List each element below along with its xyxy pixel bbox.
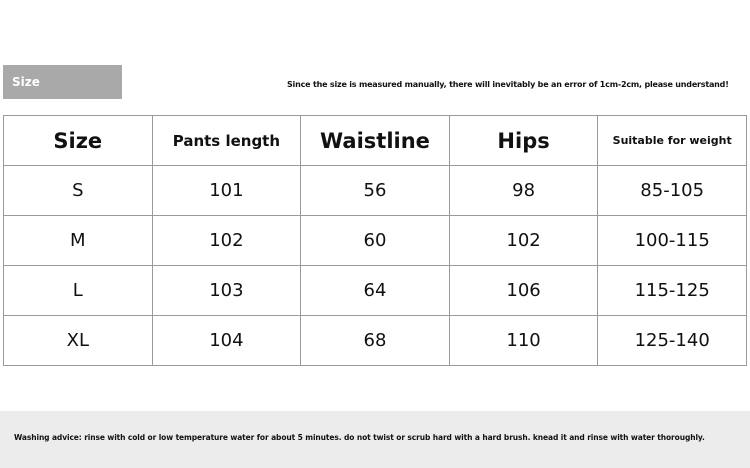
cell-weight: 115-125 [597, 265, 747, 316]
cell-hips: 110 [448, 315, 599, 366]
table-row: M 102 60 102 100-115 [3, 215, 747, 266]
header-waistline: Waistline [300, 115, 450, 166]
cell-size: S [3, 165, 153, 216]
cell-size: L [3, 265, 153, 316]
cell-pants-length: 102 [151, 215, 302, 266]
measurement-note: Since the size is measured manually, the… [287, 80, 729, 89]
table-header-row: Size Pants length Waistline Hips Suitabl… [3, 115, 747, 166]
header-hips: Hips [448, 115, 599, 166]
cell-waistline: 68 [300, 315, 450, 366]
cell-weight: 85-105 [597, 165, 747, 216]
cell-waistline: 60 [300, 215, 450, 266]
cell-size: XL [3, 315, 153, 366]
cell-hips: 106 [448, 265, 599, 316]
cell-pants-length: 101 [151, 165, 302, 216]
cell-hips: 102 [448, 215, 599, 266]
cell-pants-length: 104 [151, 315, 302, 366]
header-size: Size [3, 115, 153, 166]
cell-hips: 98 [448, 165, 599, 216]
cell-weight: 100-115 [597, 215, 747, 266]
cell-size: M [3, 215, 153, 266]
table-row: S 101 56 98 85-105 [3, 165, 747, 216]
table-row: XL 104 68 110 125-140 [3, 315, 747, 366]
washing-advice-text: Washing advice: rinse with cold or low t… [14, 433, 705, 442]
cell-waistline: 64 [300, 265, 450, 316]
header-suitable-weight: Suitable for weight [597, 115, 747, 166]
header-pants-length: Pants length [151, 115, 302, 166]
washing-advice-band: Washing advice: rinse with cold or low t… [0, 411, 750, 468]
size-table: Size Pants length Waistline Hips Suitabl… [3, 115, 747, 366]
size-information-label: Size information [3, 65, 122, 123]
cell-pants-length: 103 [151, 265, 302, 316]
cell-waistline: 56 [300, 165, 450, 216]
table-row: L 103 64 106 115-125 [3, 265, 747, 316]
cell-weight: 125-140 [597, 315, 747, 366]
